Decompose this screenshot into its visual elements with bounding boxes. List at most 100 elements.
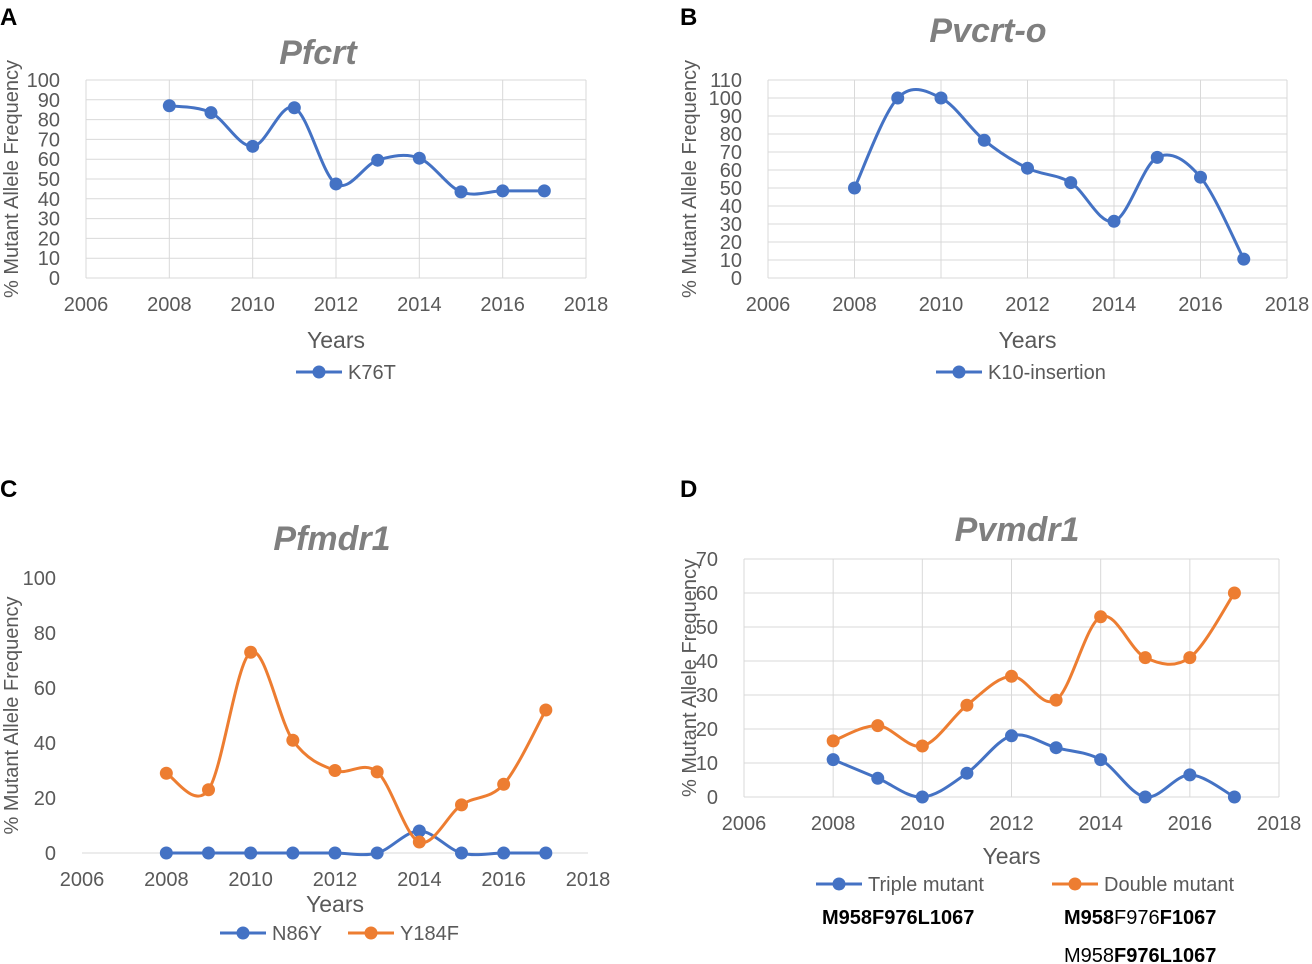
x-tick-label: 2018 (564, 294, 609, 316)
x-tick-label: 2012 (1005, 294, 1050, 316)
y-axis-title: % Mutant Allele Frequency (679, 60, 701, 298)
y-tick-label: 60 (34, 678, 56, 700)
y-tick-label: 70 (38, 129, 60, 151)
data-point (202, 783, 215, 797)
series-line (832, 733, 1236, 799)
y-tick-label: 40 (720, 196, 742, 218)
chart-title: Pvcrt-o (929, 12, 1046, 50)
y-tick-label: 10 (696, 753, 718, 775)
data-point (497, 777, 511, 791)
y-tick-label: 20 (696, 719, 718, 741)
panel-letter: A (0, 4, 17, 31)
x-tick-label: 2014 (1092, 294, 1137, 316)
y-tick-label: 20 (38, 228, 60, 250)
data-point (1049, 693, 1063, 707)
x-tick-label: 2012 (313, 869, 358, 891)
legend-label: Y184F (400, 923, 459, 945)
x-axis-title: Years (983, 843, 1041, 869)
x-tick-label: 2010 (900, 813, 945, 835)
x-tick-label: 2014 (1078, 813, 1123, 835)
data-point (162, 99, 176, 113)
x-tick-label: 2008 (144, 869, 189, 891)
x-tick-label: 2014 (397, 869, 442, 891)
x-tick-label: 2008 (811, 813, 856, 835)
data-point (1107, 214, 1121, 228)
x-tick-label: 2016 (1178, 294, 1223, 316)
data-point (826, 734, 840, 748)
data-point (370, 765, 384, 779)
chart-panel-c: C Pfmdr1 0 20 40 60 80 100 2006 2008 2010 2012 2014 2… (0, 476, 610, 945)
data-point (328, 764, 342, 777)
y-tick-label: 0 (49, 268, 60, 290)
legend-label: K10-insertion (988, 362, 1106, 384)
data-point (287, 101, 301, 115)
y-tick-label: 60 (696, 583, 718, 605)
data-point (934, 91, 948, 105)
series-line (165, 650, 548, 844)
x-tick-label: 2018 (1265, 294, 1310, 316)
legend-marker (312, 365, 326, 379)
x-tick-label: 2010 (919, 294, 964, 316)
y-tick-label: 70 (720, 142, 742, 164)
x-tick-label: 2016 (481, 869, 526, 891)
data-point (455, 798, 468, 812)
x-tick-label: 2012 (314, 294, 359, 316)
data-point (496, 184, 510, 198)
data-point (1138, 790, 1152, 804)
y-tick-label: 100 (709, 88, 742, 110)
data-point (244, 846, 258, 860)
data-point (204, 106, 218, 120)
series-line (166, 829, 546, 857)
data-point (915, 739, 929, 753)
legend-label: N86Y (272, 923, 322, 945)
y-tick-label: 0 (45, 843, 56, 865)
data-point (871, 719, 885, 733)
data-point (159, 766, 173, 780)
legend-marker (236, 926, 250, 940)
y-tick-label: 100 (27, 70, 60, 92)
panel-letter: D (680, 476, 697, 503)
data-point (848, 181, 861, 195)
data-point (159, 846, 173, 860)
data-point (891, 91, 905, 105)
chart-title: Pfmdr1 (273, 520, 390, 558)
y-tick-label: 40 (696, 651, 718, 673)
annotation-double-line2: M958F976L1067 (1064, 945, 1216, 964)
data-point (412, 824, 426, 838)
x-tick-label: 2016 (1168, 813, 1213, 835)
legend-marker (832, 877, 846, 891)
data-point (1005, 669, 1018, 683)
panel-letter: C (0, 476, 17, 503)
data-point (412, 151, 426, 165)
data-point (1094, 610, 1108, 624)
x-tick-label: 2006 (64, 294, 109, 316)
y-tick-label: 90 (720, 106, 742, 128)
chart-title: Pvmdr1 (955, 511, 1080, 549)
data-point (1237, 252, 1251, 266)
data-point (329, 177, 343, 191)
data-point (871, 771, 885, 785)
x-tick-label: 2006 (60, 869, 105, 891)
panel-letter: B (680, 4, 697, 31)
chart-panel-d: D Pvmdr1 0 10 20 30 40 50 60 70 2006 2008 2010 2012 20… (679, 476, 1301, 964)
series-line (853, 88, 1246, 260)
y-tick-label: 30 (696, 685, 718, 707)
data-point (960, 698, 974, 712)
data-point (1183, 651, 1197, 665)
data-point (1064, 176, 1078, 190)
x-tick-label: 2008 (832, 294, 877, 316)
data-point (1227, 586, 1241, 600)
y-tick-label: 70 (696, 549, 718, 571)
y-tick-label: 20 (34, 788, 56, 810)
y-tick-label: 60 (38, 149, 60, 171)
x-axis-title: Years (306, 891, 364, 917)
y-tick-label: 0 (707, 787, 718, 809)
y-tick-label: 100 (23, 568, 56, 590)
legend-marker (364, 926, 378, 940)
data-point (1150, 150, 1164, 164)
y-tick-label: 110 (710, 70, 742, 92)
data-point (246, 139, 260, 153)
x-tick-label: 2014 (397, 294, 442, 316)
